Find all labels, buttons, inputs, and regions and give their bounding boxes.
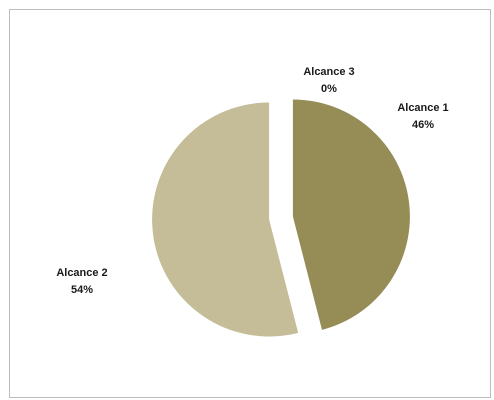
label-alcance-2-name: Alcance 2 [56,267,107,279]
label-alcance-1-name: Alcance 1 [397,102,448,114]
label-alcance-3-name: Alcance 3 [303,66,354,78]
label-alcance-3-value: 0% [321,83,337,95]
label-alcance-1-value: 46% [412,119,434,131]
pie-labels: Alcance 1 46% Alcance 2 54% Alcance 3 0% [56,66,448,296]
pie-slices [152,99,410,337]
label-alcance-2-value: 54% [71,284,93,296]
pie-slice-alcance-2 [152,102,299,337]
pie-slice-alcance-1 [292,99,410,330]
